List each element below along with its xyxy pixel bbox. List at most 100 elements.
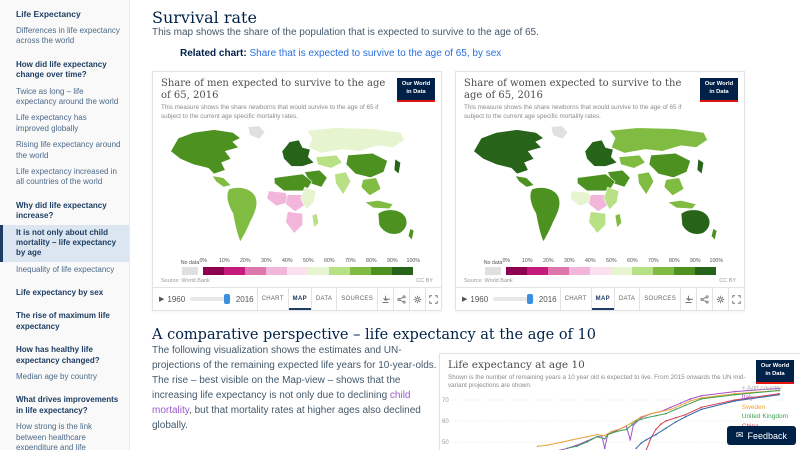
legend-tick-label: 30% — [563, 258, 575, 264]
settings-button[interactable] — [713, 288, 729, 310]
map-region-westafrica[interactable] — [569, 190, 593, 207]
sidebar-item[interactable]: Life Expectancy — [16, 9, 81, 19]
map-region-newzealand[interactable] — [407, 228, 415, 241]
download-button[interactable] — [378, 288, 394, 310]
map-region-australia[interactable] — [680, 209, 711, 235]
world-map-men[interactable] — [153, 123, 441, 255]
map-region-centralasia[interactable] — [315, 154, 343, 169]
sidebar-item[interactable]: Life expectancy by sex — [16, 288, 104, 298]
tab-chart[interactable]: CHART — [258, 288, 289, 310]
timeline-slider[interactable] — [190, 294, 231, 304]
sidebar-item[interactable]: How has healthy life expectancy changed? — [16, 345, 100, 365]
map-region-japan[interactable] — [393, 158, 402, 175]
legend-entry-sweden[interactable]: Sweden — [741, 403, 766, 411]
sidebar-item[interactable]: Life expectancy increased in all countri… — [16, 166, 117, 187]
share-button[interactable] — [394, 288, 410, 310]
tab-data[interactable]: DATA — [312, 288, 338, 310]
map-region-madagascar[interactable] — [311, 213, 319, 229]
map-region-southamerica[interactable] — [226, 187, 258, 243]
map-region-centralamerica[interactable] — [211, 175, 232, 188]
legend-color-bin — [590, 267, 612, 275]
sidebar-item[interactable]: Life expectancy has improved globally — [16, 113, 87, 133]
sidebar-item[interactable]: Differences in life expectancy across th… — [16, 26, 120, 46]
legend-tick-label: 70% — [647, 258, 659, 264]
legend-color-bin — [371, 267, 393, 275]
download-button[interactable] — [681, 288, 697, 310]
map-region-europe[interactable] — [281, 139, 315, 167]
map-region-japan[interactable] — [696, 158, 705, 175]
data-point — [733, 393, 736, 396]
map-region-madagascar[interactable] — [614, 213, 622, 229]
data-point — [610, 430, 613, 433]
sidebar-item[interactable]: What drives improvements in life expecta… — [16, 395, 119, 415]
sidebar-item[interactable]: How strong is the link between healthcar… — [16, 422, 93, 450]
map-region-india[interactable] — [637, 171, 655, 196]
data-point — [674, 408, 677, 411]
data-point — [689, 400, 692, 402]
data-point — [669, 406, 672, 409]
sidebar-item[interactable]: How did life expectancy change over time… — [16, 59, 107, 80]
map-region-northamerica[interactable] — [170, 129, 241, 175]
tab-map[interactable]: MAP — [592, 288, 615, 310]
map-region-southernafrica[interactable] — [588, 211, 606, 234]
map-region-greenland[interactable] — [247, 125, 266, 140]
data-point — [700, 408, 703, 411]
map-region-china[interactable] — [345, 152, 388, 178]
tab-sources[interactable]: SOURCES — [337, 288, 378, 310]
map-region-centralamerica[interactable] — [514, 175, 535, 188]
sidebar-item[interactable]: Rising life expectancy around the world — [16, 140, 121, 160]
feedback-button[interactable]: ✉ Feedback — [726, 426, 796, 445]
sidebar-item[interactable]: The rise of maximum life expectancy — [16, 311, 110, 331]
map-region-southamerica[interactable] — [529, 187, 561, 243]
settings-button[interactable] — [410, 288, 426, 310]
map-region-seasia[interactable] — [663, 177, 685, 196]
map-region-eastafrica[interactable] — [300, 186, 317, 211]
map-region-europe[interactable] — [584, 139, 618, 167]
add-country-button[interactable]: + Add country — [741, 385, 782, 392]
tab-chart[interactable]: CHART — [561, 288, 592, 310]
tab-sources[interactable]: SOURCES — [640, 288, 681, 310]
share-icon — [397, 294, 406, 304]
legend-color-bin — [611, 267, 633, 275]
map-region-southernafrica[interactable] — [285, 211, 303, 234]
related-chart-link[interactable]: Share that is expected to survive to the… — [249, 48, 502, 59]
map-region-australia[interactable] — [377, 209, 408, 235]
sidebar-item[interactable]: Median age by country — [16, 372, 97, 382]
map-region-russia[interactable] — [608, 127, 708, 154]
play-button[interactable]: ▶ — [462, 296, 468, 303]
legend-entry-united-kingdom[interactable]: United Kingdom — [741, 413, 788, 421]
series-line-brazil[interactable] — [635, 394, 780, 449]
map-region-westafrica[interactable] — [266, 190, 290, 207]
sidebar-item[interactable]: Twice as long – life expectancy around t… — [16, 86, 119, 106]
map-region-centralasia[interactable] — [618, 154, 646, 169]
map-region-indonesia[interactable] — [667, 200, 697, 210]
legend-entry-italy[interactable]: Italy — [741, 394, 754, 402]
map-region-indonesia[interactable] — [364, 200, 394, 210]
map-region-northamerica[interactable] — [473, 129, 544, 175]
map-region-eastafrica[interactable] — [603, 186, 620, 211]
map-region-seasia[interactable] — [360, 177, 382, 196]
world-map-women[interactable] — [456, 123, 744, 255]
share-button[interactable] — [697, 288, 713, 310]
map-region-newzealand[interactable] — [710, 228, 718, 241]
play-button[interactable]: ▶ — [159, 296, 165, 303]
fullscreen-button[interactable] — [426, 288, 441, 310]
expand-icon — [732, 294, 741, 304]
fullscreen-button[interactable] — [729, 288, 744, 310]
map-region-greenland[interactable] — [550, 125, 569, 140]
map-region-india[interactable] — [334, 171, 352, 196]
map-region-china[interactable] — [648, 152, 691, 178]
sidebar-item[interactable]: Why did life expectancy increase? — [16, 200, 107, 221]
timeline-handle[interactable] — [526, 294, 533, 304]
child-mortality-link[interactable]: child mortality — [152, 390, 411, 416]
data-point — [635, 447, 638, 450]
owid-logo: Our World in Data — [397, 78, 435, 102]
legend-tick-label: 20% — [542, 258, 554, 264]
map-region-russia[interactable] — [305, 127, 405, 154]
timeline-slider[interactable] — [493, 294, 534, 304]
sidebar-item[interactable]: It is not only about child mortality – l… — [0, 224, 129, 262]
timeline-handle[interactable] — [223, 294, 230, 304]
tab-data[interactable]: DATA — [615, 288, 641, 310]
sidebar-item[interactable]: Inequality of life expectancy — [16, 264, 115, 274]
tab-map[interactable]: MAP — [289, 288, 312, 310]
